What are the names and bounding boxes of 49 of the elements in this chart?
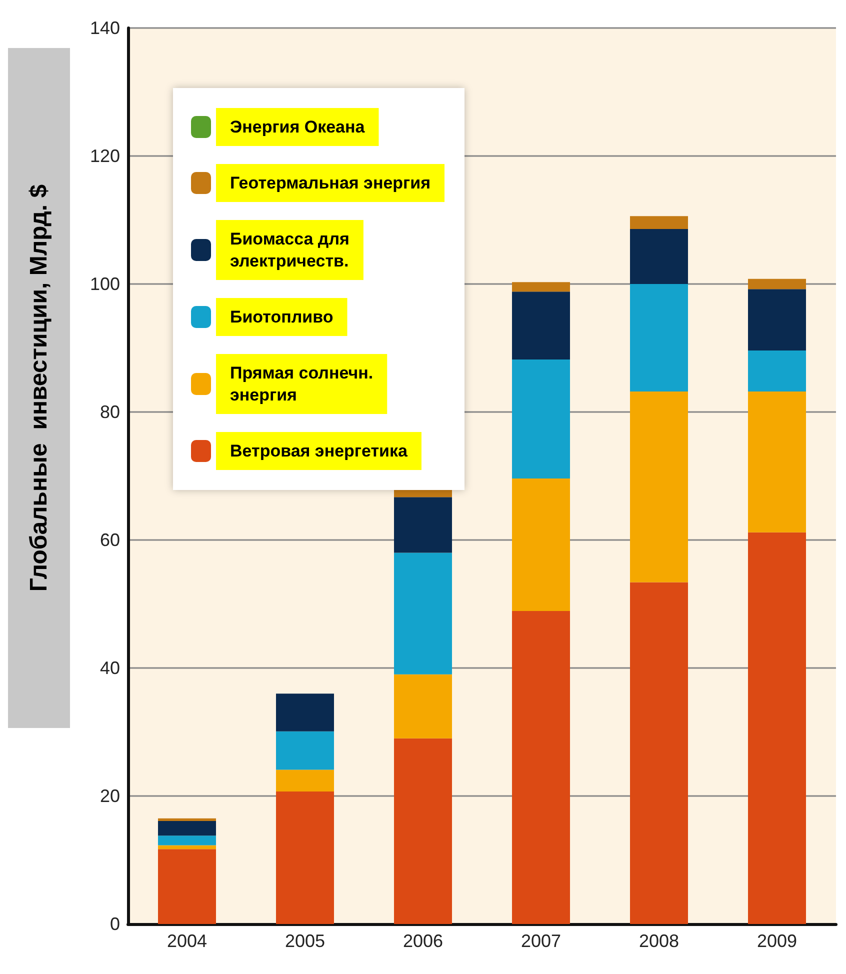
bar (394, 674, 452, 738)
bar (748, 278, 806, 290)
y-axis-title: Глобальные инвестиции, Млрд. $ (26, 184, 52, 592)
bar (276, 770, 334, 792)
bar (630, 582, 688, 924)
legend-label: Геотермальная энергия (230, 174, 430, 192)
bar (512, 478, 570, 612)
bar (512, 611, 570, 924)
bar (394, 552, 452, 674)
legend-label: Прямая солнечн. энергия (230, 364, 374, 404)
bar (512, 292, 570, 360)
bar (158, 845, 216, 850)
bar (630, 216, 688, 229)
bar (512, 282, 570, 292)
x-tick-label: 2007 (520, 931, 562, 951)
bar (276, 792, 334, 924)
y-tick-label: 120 (90, 146, 120, 166)
legend-label: Биомасса для электричеств. (230, 230, 350, 270)
bar (748, 350, 806, 392)
y-tick-label: 0 (110, 914, 120, 934)
y-tick-label: 100 (90, 274, 120, 294)
bar (276, 731, 334, 770)
bar (158, 836, 216, 846)
bar (630, 284, 688, 392)
y-tick-label: 60 (100, 530, 120, 550)
bar (630, 392, 688, 582)
y-tick-label: 80 (100, 402, 120, 422)
y-tick-label: 20 (100, 786, 120, 806)
legend-label: Энергия Океана (230, 118, 366, 136)
bar (394, 497, 452, 553)
bar (748, 289, 806, 351)
bar (748, 532, 806, 924)
bar (276, 694, 334, 732)
x-tick-label: 2008 (638, 931, 680, 951)
bar (630, 228, 688, 284)
bar (158, 820, 216, 836)
bar (158, 818, 216, 821)
x-tick-label: 2005 (284, 931, 326, 951)
legend-label: Ветровая энергетика (230, 442, 408, 460)
bar (512, 360, 570, 479)
bar (748, 392, 806, 532)
legend-label: Биотопливо (230, 308, 334, 326)
y-tick-label: 140 (90, 18, 120, 38)
x-tick-label: 2006 (402, 931, 444, 951)
bar (158, 849, 216, 924)
y-tick-label: 40 (100, 658, 120, 678)
x-tick-label: 2009 (756, 931, 798, 951)
x-tick-label: 2004 (166, 931, 208, 951)
bar (394, 738, 452, 924)
